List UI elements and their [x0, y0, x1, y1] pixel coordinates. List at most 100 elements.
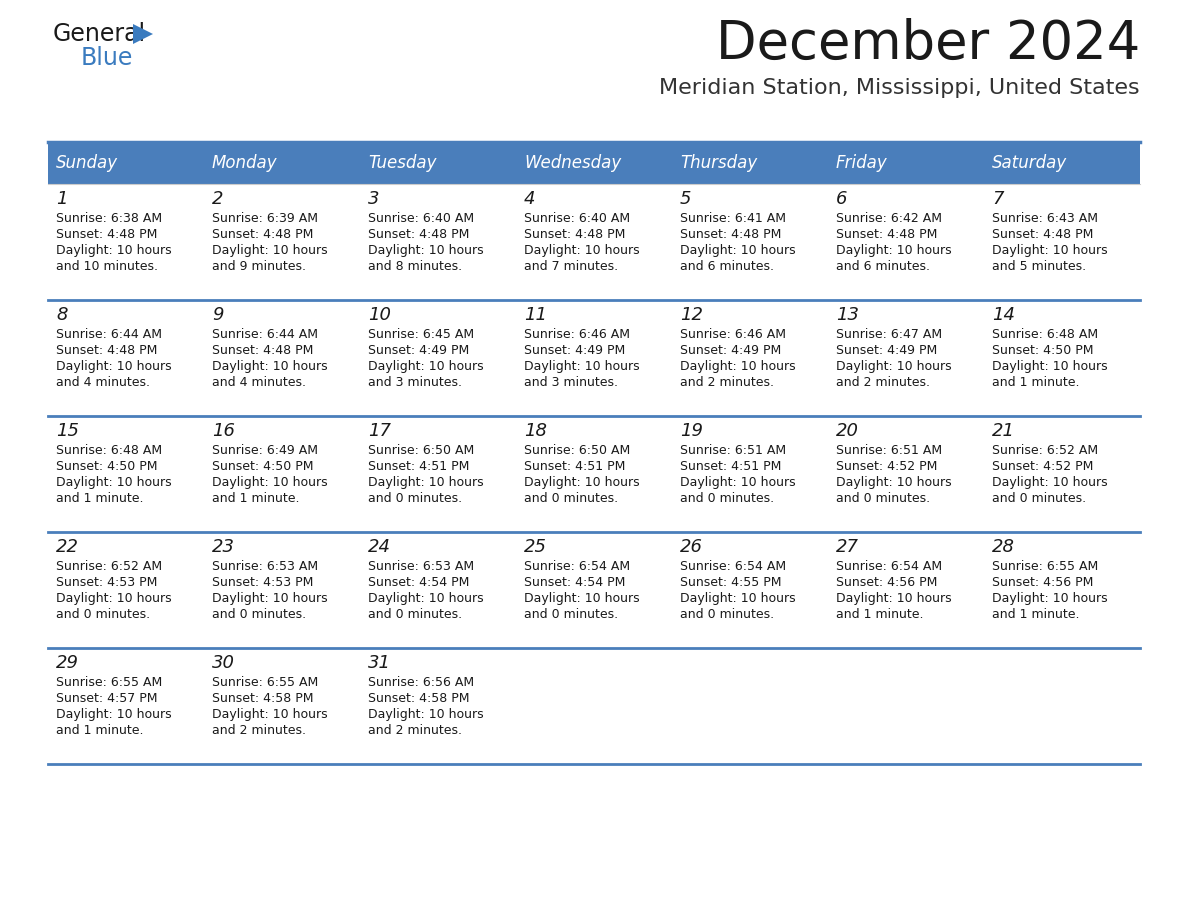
Text: Daylight: 10 hours: Daylight: 10 hours	[56, 360, 171, 373]
Text: and 1 minute.: and 1 minute.	[56, 492, 144, 505]
Bar	[48, 300, 1140, 416]
Text: 1: 1	[56, 190, 68, 208]
Text: and 0 minutes.: and 0 minutes.	[368, 608, 462, 621]
Text: and 0 minutes.: and 0 minutes.	[992, 492, 1086, 505]
Text: Daylight: 10 hours: Daylight: 10 hours	[680, 592, 796, 605]
Text: Daylight: 10 hours: Daylight: 10 hours	[368, 244, 484, 257]
Text: Sunset: 4:57 PM: Sunset: 4:57 PM	[56, 692, 158, 705]
Text: Sunset: 4:48 PM: Sunset: 4:48 PM	[211, 228, 314, 241]
Text: Daylight: 10 hours: Daylight: 10 hours	[211, 360, 328, 373]
Text: and 1 minute.: and 1 minute.	[992, 608, 1080, 621]
Text: Sunrise: 6:55 AM: Sunrise: 6:55 AM	[56, 676, 163, 689]
Text: 26: 26	[680, 538, 703, 556]
Bar	[48, 416, 1140, 532]
Bar	[48, 142, 1140, 184]
Text: Sunrise: 6:53 AM: Sunrise: 6:53 AM	[211, 560, 318, 573]
Text: Sunrise: 6:38 AM: Sunrise: 6:38 AM	[56, 212, 162, 225]
Text: Sunset: 4:50 PM: Sunset: 4:50 PM	[56, 460, 158, 473]
Text: Sunrise: 6:52 AM: Sunrise: 6:52 AM	[992, 444, 1098, 457]
Text: Sunset: 4:53 PM: Sunset: 4:53 PM	[211, 576, 314, 589]
Text: Daylight: 10 hours: Daylight: 10 hours	[680, 476, 796, 489]
Text: and 1 minute.: and 1 minute.	[836, 608, 923, 621]
Text: 18: 18	[524, 422, 546, 440]
Text: and 0 minutes.: and 0 minutes.	[368, 492, 462, 505]
Text: Sunrise: 6:42 AM: Sunrise: 6:42 AM	[836, 212, 942, 225]
Text: Sunrise: 6:55 AM: Sunrise: 6:55 AM	[992, 560, 1098, 573]
Text: 23: 23	[211, 538, 235, 556]
Text: and 4 minutes.: and 4 minutes.	[211, 376, 307, 389]
Text: 24: 24	[368, 538, 391, 556]
Text: 21: 21	[992, 422, 1015, 440]
Text: Sunrise: 6:40 AM: Sunrise: 6:40 AM	[368, 212, 474, 225]
Text: Daylight: 10 hours: Daylight: 10 hours	[524, 592, 639, 605]
Text: Sunset: 4:48 PM: Sunset: 4:48 PM	[992, 228, 1093, 241]
Text: Sunrise: 6:53 AM: Sunrise: 6:53 AM	[368, 560, 474, 573]
Text: Daylight: 10 hours: Daylight: 10 hours	[56, 592, 171, 605]
Text: 3: 3	[368, 190, 379, 208]
Text: Sunset: 4:50 PM: Sunset: 4:50 PM	[992, 344, 1093, 357]
Text: Daylight: 10 hours: Daylight: 10 hours	[211, 592, 328, 605]
Text: 25: 25	[524, 538, 546, 556]
Text: 6: 6	[836, 190, 847, 208]
Text: 11: 11	[524, 306, 546, 324]
Polygon shape	[133, 24, 153, 44]
Text: and 0 minutes.: and 0 minutes.	[56, 608, 150, 621]
Text: Sunset: 4:52 PM: Sunset: 4:52 PM	[992, 460, 1093, 473]
Text: and 3 minutes.: and 3 minutes.	[524, 376, 618, 389]
Text: and 0 minutes.: and 0 minutes.	[680, 608, 775, 621]
Text: and 9 minutes.: and 9 minutes.	[211, 260, 307, 273]
Text: Wednesday: Wednesday	[524, 154, 621, 172]
Text: Sunset: 4:53 PM: Sunset: 4:53 PM	[56, 576, 157, 589]
Text: Sunset: 4:50 PM: Sunset: 4:50 PM	[211, 460, 314, 473]
Text: Daylight: 10 hours: Daylight: 10 hours	[368, 360, 484, 373]
Text: Sunrise: 6:44 AM: Sunrise: 6:44 AM	[211, 328, 318, 341]
Text: Daylight: 10 hours: Daylight: 10 hours	[680, 360, 796, 373]
Text: 15: 15	[56, 422, 78, 440]
Text: Daylight: 10 hours: Daylight: 10 hours	[992, 476, 1107, 489]
Text: Sunset: 4:52 PM: Sunset: 4:52 PM	[836, 460, 937, 473]
Text: Sunrise: 6:54 AM: Sunrise: 6:54 AM	[524, 560, 630, 573]
Text: Daylight: 10 hours: Daylight: 10 hours	[211, 476, 328, 489]
Text: Daylight: 10 hours: Daylight: 10 hours	[992, 592, 1107, 605]
Text: Sunrise: 6:40 AM: Sunrise: 6:40 AM	[524, 212, 630, 225]
Text: Daylight: 10 hours: Daylight: 10 hours	[368, 708, 484, 721]
Text: Sunset: 4:56 PM: Sunset: 4:56 PM	[836, 576, 937, 589]
Text: December 2024: December 2024	[715, 18, 1140, 70]
Text: and 0 minutes.: and 0 minutes.	[211, 608, 307, 621]
Text: 27: 27	[836, 538, 859, 556]
Text: 13: 13	[836, 306, 859, 324]
Text: Daylight: 10 hours: Daylight: 10 hours	[524, 360, 639, 373]
Text: Monday: Monday	[211, 154, 278, 172]
Text: Sunset: 4:58 PM: Sunset: 4:58 PM	[368, 692, 469, 705]
Text: Sunset: 4:51 PM: Sunset: 4:51 PM	[368, 460, 469, 473]
Text: Sunrise: 6:48 AM: Sunrise: 6:48 AM	[56, 444, 162, 457]
Text: Sunset: 4:49 PM: Sunset: 4:49 PM	[524, 344, 625, 357]
Text: Sunrise: 6:39 AM: Sunrise: 6:39 AM	[211, 212, 318, 225]
Text: Sunrise: 6:51 AM: Sunrise: 6:51 AM	[836, 444, 942, 457]
Text: and 1 minute.: and 1 minute.	[992, 376, 1080, 389]
Text: Daylight: 10 hours: Daylight: 10 hours	[56, 244, 171, 257]
Text: Sunday: Sunday	[56, 154, 118, 172]
Text: 20: 20	[836, 422, 859, 440]
Text: Sunset: 4:58 PM: Sunset: 4:58 PM	[211, 692, 314, 705]
Text: Sunrise: 6:48 AM: Sunrise: 6:48 AM	[992, 328, 1098, 341]
Text: Sunrise: 6:55 AM: Sunrise: 6:55 AM	[211, 676, 318, 689]
Text: Meridian Station, Mississippi, United States: Meridian Station, Mississippi, United St…	[659, 78, 1140, 98]
Text: Daylight: 10 hours: Daylight: 10 hours	[836, 592, 952, 605]
Text: Sunset: 4:51 PM: Sunset: 4:51 PM	[524, 460, 625, 473]
Text: Daylight: 10 hours: Daylight: 10 hours	[680, 244, 796, 257]
Text: 5: 5	[680, 190, 691, 208]
Bar	[48, 184, 1140, 300]
Text: and 2 minutes.: and 2 minutes.	[368, 724, 462, 737]
Text: and 1 minute.: and 1 minute.	[56, 724, 144, 737]
Bar	[48, 532, 1140, 648]
Text: Thursday: Thursday	[680, 154, 757, 172]
Text: Daylight: 10 hours: Daylight: 10 hours	[368, 476, 484, 489]
Text: and 2 minutes.: and 2 minutes.	[680, 376, 775, 389]
Text: Sunrise: 6:41 AM: Sunrise: 6:41 AM	[680, 212, 786, 225]
Text: Sunset: 4:48 PM: Sunset: 4:48 PM	[680, 228, 782, 241]
Text: Sunset: 4:48 PM: Sunset: 4:48 PM	[524, 228, 625, 241]
Text: Sunset: 4:48 PM: Sunset: 4:48 PM	[836, 228, 937, 241]
Text: Blue: Blue	[81, 46, 133, 70]
Text: Daylight: 10 hours: Daylight: 10 hours	[836, 476, 952, 489]
